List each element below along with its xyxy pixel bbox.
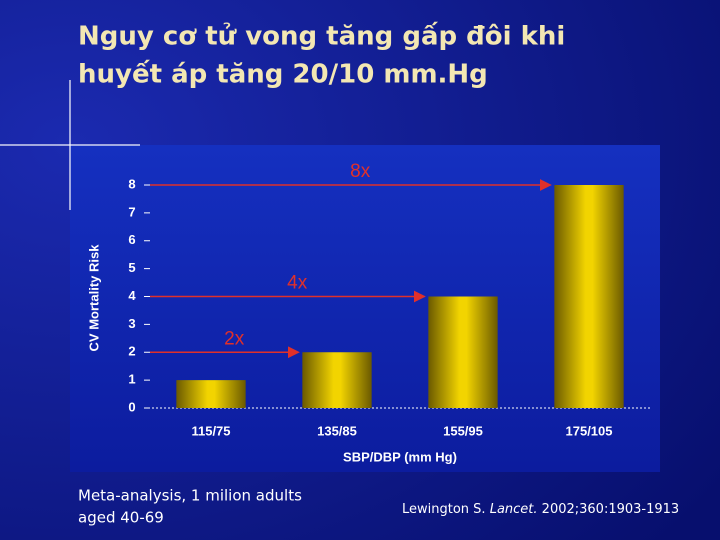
y-tick-label: 3 — [128, 316, 135, 331]
annotation: 4x — [287, 273, 308, 294]
bar — [302, 352, 372, 408]
bar — [176, 380, 246, 408]
x-axis-label: SBP/DBP (mm Hg) — [343, 449, 457, 464]
annotation: 8x — [350, 161, 371, 182]
citation-journal: Lancet. — [490, 502, 538, 517]
x-tick-label: 155/95 — [443, 423, 483, 438]
x-tick-label: 175/105 — [566, 423, 613, 438]
y-tick-label: 6 — [128, 232, 135, 247]
title-line: huyết áp tăng 20/10 mm.Hg — [78, 59, 488, 90]
annotation: 2x — [224, 328, 245, 349]
citation-author: Lewington S. — [402, 502, 486, 517]
y-tick-label: 1 — [128, 372, 135, 387]
citation: Lewington S. Lancet. 2002;360:1903-1913 — [402, 502, 679, 517]
citation-details: 2002;360:1903-1913 — [542, 502, 680, 517]
y-tick-label: 7 — [128, 204, 135, 219]
y-tick-label: 8 — [128, 176, 135, 191]
y-axis-label: CV Mortality Risk — [86, 244, 101, 352]
note-line: Meta-analysis, 1 milion adults — [78, 487, 302, 505]
bar — [554, 185, 624, 408]
note-line: aged 40-69 — [78, 509, 164, 527]
x-tick-label: 135/85 — [317, 423, 357, 438]
y-tick-label: 4 — [128, 288, 136, 303]
title-line: Nguy cơ tử vong tăng gấp đôi khi — [78, 21, 565, 52]
x-tick-label: 115/75 — [191, 423, 230, 438]
y-tick-label: 2 — [128, 344, 135, 359]
y-tick-label: 0 — [128, 399, 135, 414]
bar — [428, 296, 498, 408]
y-tick-label: 5 — [128, 260, 135, 275]
